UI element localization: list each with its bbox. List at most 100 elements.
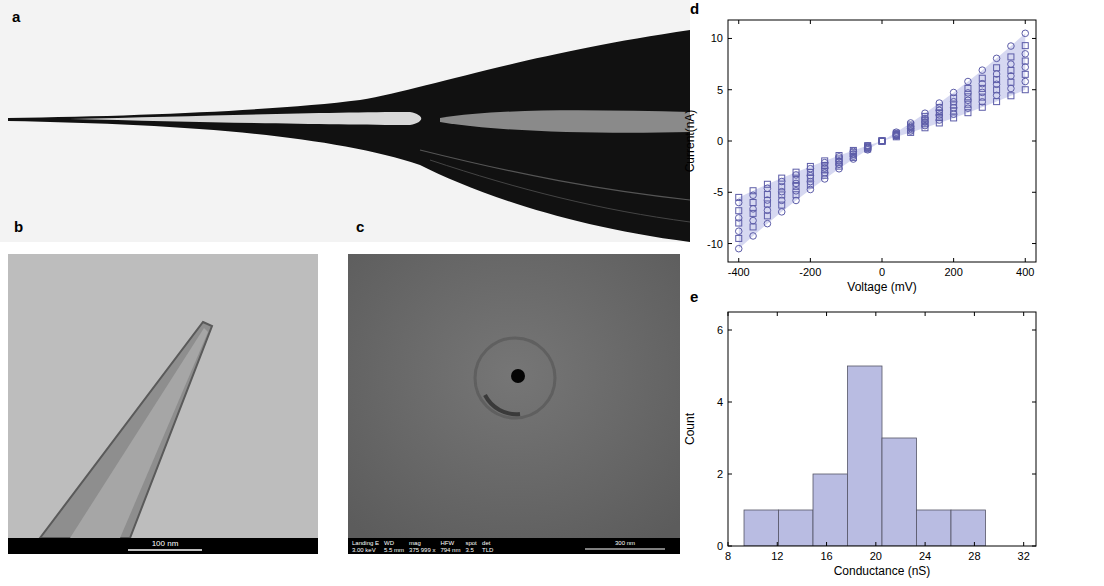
- x-tick-label: 8: [725, 550, 731, 562]
- glass-edge: [420, 150, 690, 200]
- data-point: [736, 208, 742, 214]
- data-point: [764, 181, 770, 187]
- data-point: [965, 78, 972, 85]
- info-value: 3.00 keV: [352, 547, 376, 553]
- data-point: [807, 186, 814, 193]
- scale-bar-label: 100 nm: [152, 539, 179, 548]
- data-point: [836, 153, 842, 159]
- data-point: [822, 167, 828, 173]
- scale-bar: [585, 549, 665, 550]
- image-ground: [0, 0, 690, 242]
- glass-edge: [430, 160, 690, 222]
- y-tick: [728, 402, 732, 403]
- data-point: [736, 194, 742, 200]
- data-point: [1022, 30, 1029, 37]
- y-axis-title: Current(nA): [683, 110, 697, 173]
- x-tick-label: 0: [879, 266, 885, 278]
- info-bar: [8, 538, 318, 554]
- y-tick: [1032, 141, 1036, 142]
- y-tick: [728, 89, 732, 90]
- data-point: [993, 55, 1000, 62]
- data-point: [994, 65, 1000, 71]
- data-point: [965, 90, 972, 97]
- data-point: [1022, 71, 1028, 77]
- data-point: [764, 207, 771, 214]
- y-tick-label: 6: [717, 324, 723, 336]
- y-tick-label: 10: [711, 32, 723, 44]
- data-point: [750, 224, 756, 230]
- info-value: 794 nm: [440, 547, 460, 553]
- y-tick: [1032, 402, 1036, 403]
- data-point: [735, 245, 742, 252]
- x-tick: [1025, 20, 1026, 24]
- data-point: [965, 105, 972, 112]
- y-tick-label: -5: [713, 186, 723, 198]
- plot-area: [744, 366, 985, 546]
- data-point: [979, 104, 985, 110]
- histogram-bar: [882, 438, 916, 546]
- x-tick: [738, 20, 739, 24]
- y-tick-label: -10: [707, 238, 723, 250]
- data-point: [993, 92, 1000, 99]
- pore: [511, 369, 525, 383]
- y-tick: [728, 243, 732, 244]
- x-tick-label: 400: [1016, 266, 1034, 278]
- x-tick: [777, 542, 778, 546]
- halo: [475, 338, 555, 418]
- range-band: [739, 33, 1026, 248]
- data-point: [893, 133, 900, 140]
- data-point: [850, 148, 857, 155]
- x-tick: [810, 258, 811, 262]
- data-point: [879, 138, 886, 145]
- data-point: [865, 143, 871, 149]
- data-point: [750, 188, 756, 194]
- x-tick: [728, 542, 729, 546]
- x-tick-label: 20: [870, 550, 882, 562]
- data-point: [764, 201, 770, 207]
- data-point: [807, 163, 813, 169]
- data-point: [951, 115, 957, 121]
- y-tick-label: 2: [717, 468, 723, 480]
- data-point: [922, 121, 928, 127]
- micrograph-b: 100 nm: [8, 254, 318, 554]
- micrograph-c: Landing E3.00 keVWD5.5 mmmag375 999 xHFW…: [348, 254, 680, 554]
- x-tick-label: 12: [771, 550, 783, 562]
- data-point: [864, 143, 871, 150]
- data-point: [893, 134, 899, 140]
- data-point: [922, 125, 928, 131]
- x-tick-label: -200: [799, 266, 821, 278]
- axes: -400-2000200400-10-50510Voltage (mV)Curr…: [683, 20, 1036, 294]
- data-point: [936, 100, 943, 107]
- figure: 100 nmLanding E3.00 keVWD5.5 mmmag375 99…: [0, 0, 1104, 586]
- data-point: [764, 220, 771, 227]
- histogram-bar: [779, 510, 813, 546]
- y-axis-title: Count: [683, 412, 697, 445]
- data-point: [1022, 43, 1028, 49]
- info-value: 5.5 mm: [384, 547, 404, 553]
- image-ground: [348, 254, 680, 554]
- data-point: [736, 235, 742, 241]
- pipette-filament: [440, 110, 690, 132]
- x-axis-title: Conductance (nS): [834, 564, 931, 578]
- plot-area: [735, 30, 1028, 252]
- axes: 81216202428320246Conductance (nS)Count: [683, 312, 1036, 578]
- y-tick: [1032, 330, 1036, 331]
- y-tick: [1032, 38, 1036, 39]
- data-point: [793, 180, 800, 187]
- y-tick: [1032, 89, 1036, 90]
- data-point: [1008, 79, 1014, 85]
- histogram-bar: [848, 366, 882, 546]
- y-tick-label: 0: [717, 540, 723, 552]
- x-tick: [953, 20, 954, 24]
- x-tick: [1023, 312, 1024, 316]
- data-point: [879, 138, 886, 145]
- micrograph-a: [0, 0, 690, 242]
- data-point: [879, 138, 886, 145]
- data-point: [879, 138, 886, 145]
- info-header: spot: [465, 540, 477, 546]
- x-tick: [777, 312, 778, 316]
- tip-shadow: [40, 322, 212, 538]
- info-header: mag: [409, 540, 421, 546]
- data-point: [1022, 78, 1029, 85]
- data-point: [793, 188, 800, 195]
